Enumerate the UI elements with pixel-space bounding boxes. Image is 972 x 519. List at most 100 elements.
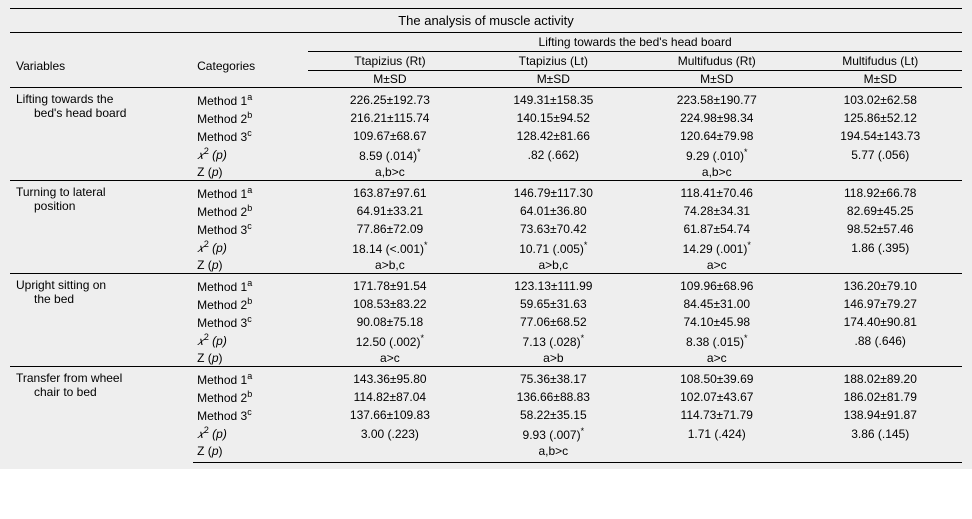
data-cell: 14.29 (.001)* [635, 238, 798, 257]
table-title: The analysis of muscle activity [10, 9, 962, 33]
data-cell: 98.52±57.46 [798, 220, 962, 238]
data-cell: 1.71 (.424) [635, 424, 798, 443]
category-label: Z (p) [193, 443, 308, 463]
category-label: Z (p) [193, 164, 308, 181]
variable-label: Transfer from wheelchair to bed [10, 367, 193, 463]
data-cell: 84.45±31.00 [635, 295, 798, 313]
data-cell: 8.59 (.014)* [308, 145, 471, 164]
category-label: 𝑥2 (p) [193, 424, 308, 443]
data-cell: 146.97±79.27 [798, 295, 962, 313]
category-label: Method 3c [193, 313, 308, 331]
header-sub-3: M±SD [798, 71, 962, 88]
category-label: Method 1a [193, 274, 308, 296]
data-cell: 171.78±91.54 [308, 274, 471, 296]
data-cell [472, 164, 635, 181]
header-sub-1: M±SD [472, 71, 635, 88]
data-cell: 90.08±75.18 [308, 313, 471, 331]
data-cell: 163.87±97.61 [308, 181, 471, 203]
data-cell: a,b>c [635, 164, 798, 181]
data-cell [308, 443, 471, 463]
data-cell: 59.65±31.63 [472, 295, 635, 313]
data-cell: 3.86 (.145) [798, 424, 962, 443]
data-cell: 224.98±98.34 [635, 109, 798, 127]
header-colgroup: Lifting towards the bed's head board [308, 33, 962, 52]
data-cell: 8.38 (.015)* [635, 331, 798, 350]
data-cell: 136.20±79.10 [798, 274, 962, 296]
data-cell: 77.86±72.09 [308, 220, 471, 238]
data-cell: 109.96±68.96 [635, 274, 798, 296]
category-label: Method 2b [193, 109, 308, 127]
category-label: 𝑥2 (p) [193, 238, 308, 257]
data-cell: 114.82±87.04 [308, 388, 471, 406]
data-cell: 18.14 (<.001)* [308, 238, 471, 257]
header-sub-0: M±SD [308, 71, 471, 88]
data-cell: a,b>c [472, 443, 635, 463]
data-cell: a>c [635, 257, 798, 274]
category-label: Z (p) [193, 350, 308, 367]
data-cell: a>c [308, 350, 471, 367]
data-cell: 9.93 (.007)* [472, 424, 635, 443]
data-cell: 108.50±39.69 [635, 367, 798, 389]
variable-label: Turning to lateralposition [10, 181, 193, 274]
data-cell: 125.86±52.12 [798, 109, 962, 127]
data-cell: 3.00 (.223) [308, 424, 471, 443]
data-cell: 188.02±89.20 [798, 367, 962, 389]
category-label: Method 1a [193, 88, 308, 110]
data-cell: 74.10±45.98 [635, 313, 798, 331]
header-col-3: Multifudus (Lt) [798, 52, 962, 71]
data-cell: 73.63±70.42 [472, 220, 635, 238]
header-col-2: Multifudus (Rt) [635, 52, 798, 71]
data-cell: 109.67±68.67 [308, 127, 471, 145]
category-label: Method 1a [193, 367, 308, 389]
data-cell: 194.54±143.73 [798, 127, 962, 145]
data-cell: 137.66±109.83 [308, 406, 471, 424]
data-cell: 103.02±62.58 [798, 88, 962, 110]
muscle-activity-table: The analysis of muscle activity Variable… [10, 8, 962, 463]
category-label: Method 1a [193, 181, 308, 203]
data-cell: 140.15±94.52 [472, 109, 635, 127]
header-variables: Variables [10, 33, 193, 88]
data-cell [635, 443, 798, 463]
data-cell: 223.58±190.77 [635, 88, 798, 110]
data-cell: 1.86 (.395) [798, 238, 962, 257]
data-cell: 118.92±66.78 [798, 181, 962, 203]
variable-label: Lifting towards thebed's head board [10, 88, 193, 181]
data-cell: 9.29 (.010)* [635, 145, 798, 164]
header-col-1: Ttapizius (Lt) [472, 52, 635, 71]
data-cell: a>b,c [308, 257, 471, 274]
data-cell: 74.28±34.31 [635, 202, 798, 220]
data-cell: 61.87±54.74 [635, 220, 798, 238]
data-cell: 5.77 (.056) [798, 145, 962, 164]
data-cell [798, 443, 962, 463]
data-cell: 120.64±79.98 [635, 127, 798, 145]
data-cell [798, 350, 962, 367]
data-cell: 10.71 (.005)* [472, 238, 635, 257]
category-label: Method 2b [193, 202, 308, 220]
data-cell: 108.53±83.22 [308, 295, 471, 313]
data-cell: a>b,c [472, 257, 635, 274]
data-cell: 216.21±115.74 [308, 109, 471, 127]
data-cell: 64.01±36.80 [472, 202, 635, 220]
data-cell: 136.66±88.83 [472, 388, 635, 406]
data-cell: .82 (.662) [472, 145, 635, 164]
data-cell: .88 (.646) [798, 331, 962, 350]
category-label: Method 3c [193, 406, 308, 424]
data-cell: 226.25±192.73 [308, 88, 471, 110]
category-label: 𝑥2 (p) [193, 145, 308, 164]
category-label: Method 2b [193, 388, 308, 406]
data-cell: 114.73±71.79 [635, 406, 798, 424]
category-label: Method 2b [193, 295, 308, 313]
variable-label: Upright sitting onthe bed [10, 274, 193, 367]
data-cell: a>b [472, 350, 635, 367]
data-cell: 58.22±35.15 [472, 406, 635, 424]
data-cell: 64.91±33.21 [308, 202, 471, 220]
data-cell: 186.02±81.79 [798, 388, 962, 406]
data-cell: a,b>c [308, 164, 471, 181]
data-cell: 174.40±90.81 [798, 313, 962, 331]
data-cell: 7.13 (.028)* [472, 331, 635, 350]
data-cell: a>c [635, 350, 798, 367]
data-cell: 138.94±91.87 [798, 406, 962, 424]
data-cell: 12.50 (.002)* [308, 331, 471, 350]
category-label: 𝑥2 (p) [193, 331, 308, 350]
data-cell: 149.31±158.35 [472, 88, 635, 110]
